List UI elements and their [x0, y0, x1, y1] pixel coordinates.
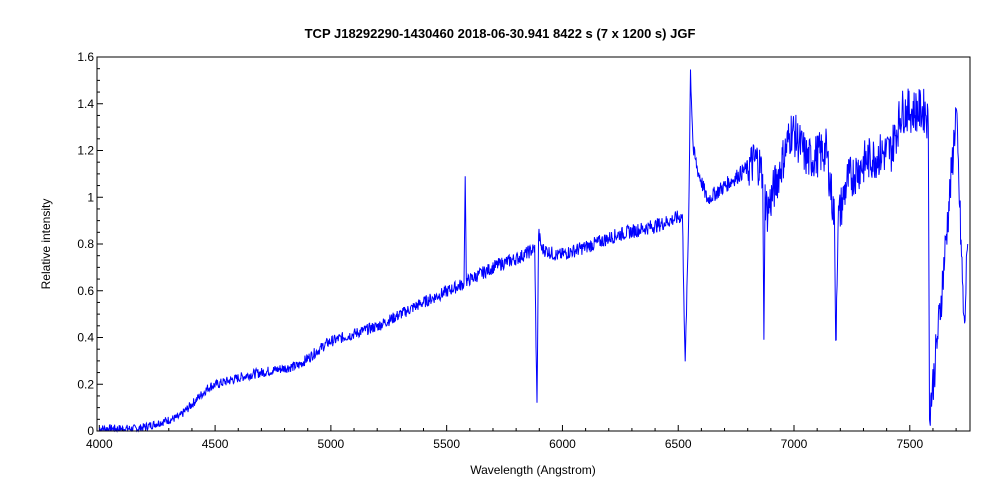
- x-tick-label: 7500: [896, 437, 923, 451]
- x-tick-label: 7000: [781, 437, 808, 451]
- y-tick-label: 1.4: [77, 97, 94, 111]
- y-tick-label: 0.8: [77, 237, 94, 251]
- plot-frame: [96, 56, 971, 432]
- axis-ticks: 4000 4500 5000 5500 6000 6500 7000 7500 0 0.2 0.4 0…: [77, 50, 957, 451]
- y-axis-label: Relative intensity: [39, 199, 53, 290]
- y-tick-label: 1.2: [77, 144, 94, 158]
- x-tick-label: 4500: [202, 437, 229, 451]
- y-tick-label: 0.4: [77, 331, 94, 345]
- y-tick-label: 0: [87, 424, 94, 438]
- y-tick-label: 1.6: [77, 50, 94, 64]
- spectrum-line: [98, 69, 969, 433]
- x-tick-label: 5000: [318, 437, 345, 451]
- x-tick-label: 4000: [86, 437, 113, 451]
- x-tick-label: 6500: [665, 437, 692, 451]
- x-tick-label: 6000: [549, 437, 576, 451]
- x-axis-label: Wavelength (Angstrom): [470, 463, 596, 477]
- y-tick-label: 0.2: [77, 377, 94, 391]
- y-tick-label: 1: [87, 190, 94, 204]
- y-tick-label: 0.6: [77, 284, 94, 298]
- x-tick-label: 5500: [433, 437, 460, 451]
- chart-title: TCP J18292290-1430460 2018-06-30.941 842…: [305, 26, 696, 41]
